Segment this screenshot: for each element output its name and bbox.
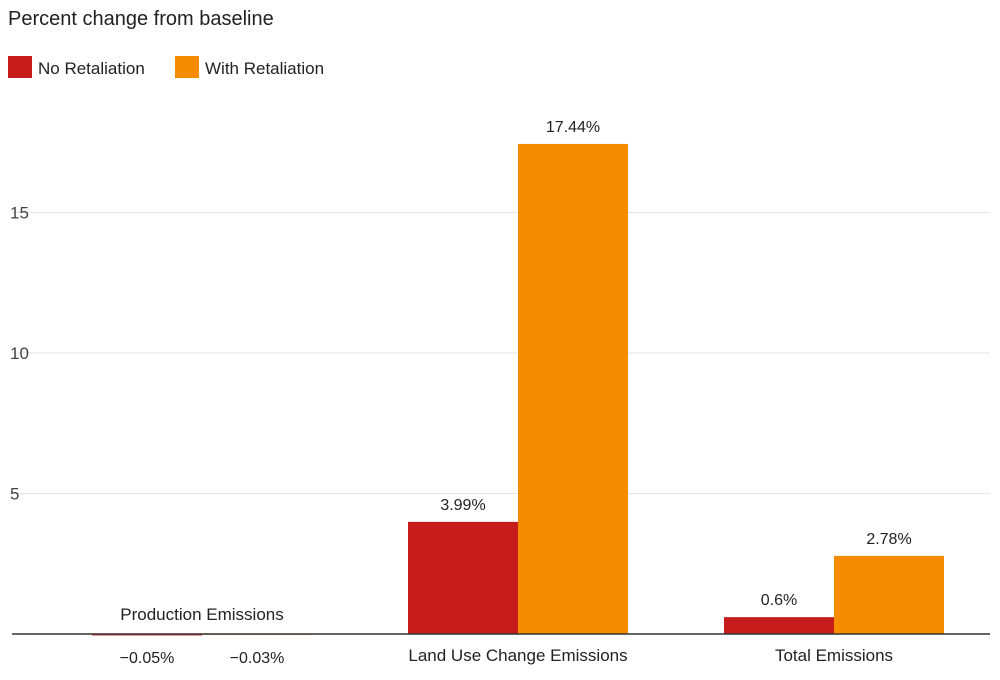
chart-title: Percent change from baseline (8, 8, 274, 30)
data-label: 3.99% (440, 497, 485, 514)
legend-label-no-retaliation: No Retaliation (38, 59, 145, 78)
legend-label-with-retaliation: With Retaliation (205, 59, 324, 78)
data-label: −0.03% (230, 650, 285, 667)
category-label: Production Emissions (120, 605, 283, 624)
category-label: Land Use Change Emissions (408, 646, 627, 665)
bar-with-retaliation-2 (834, 555, 944, 634)
bar-no-retaliation-1 (408, 521, 518, 634)
data-label: 17.44% (546, 119, 600, 136)
category-label: Total Emissions (775, 646, 893, 665)
y-tick-label: 5 (10, 485, 19, 504)
y-tick-label: 10 (10, 344, 29, 363)
data-label: −0.05% (120, 650, 175, 667)
data-label: 0.6% (761, 592, 797, 609)
bar-no-retaliation-2 (724, 617, 834, 634)
gridlines: 5 10 15 (10, 204, 990, 504)
legend: No Retaliation With Retaliation (8, 56, 324, 78)
bars (92, 143, 944, 636)
labels: −0.05% −0.03% Production Emissions 3.99% 17.… (120, 119, 912, 667)
legend-swatch-with-retaliation (175, 56, 199, 78)
bar-with-retaliation-1 (518, 143, 628, 634)
data-label: 2.78% (866, 531, 911, 548)
legend-swatch-no-retaliation (8, 56, 32, 78)
y-tick-label: 15 (10, 204, 29, 223)
